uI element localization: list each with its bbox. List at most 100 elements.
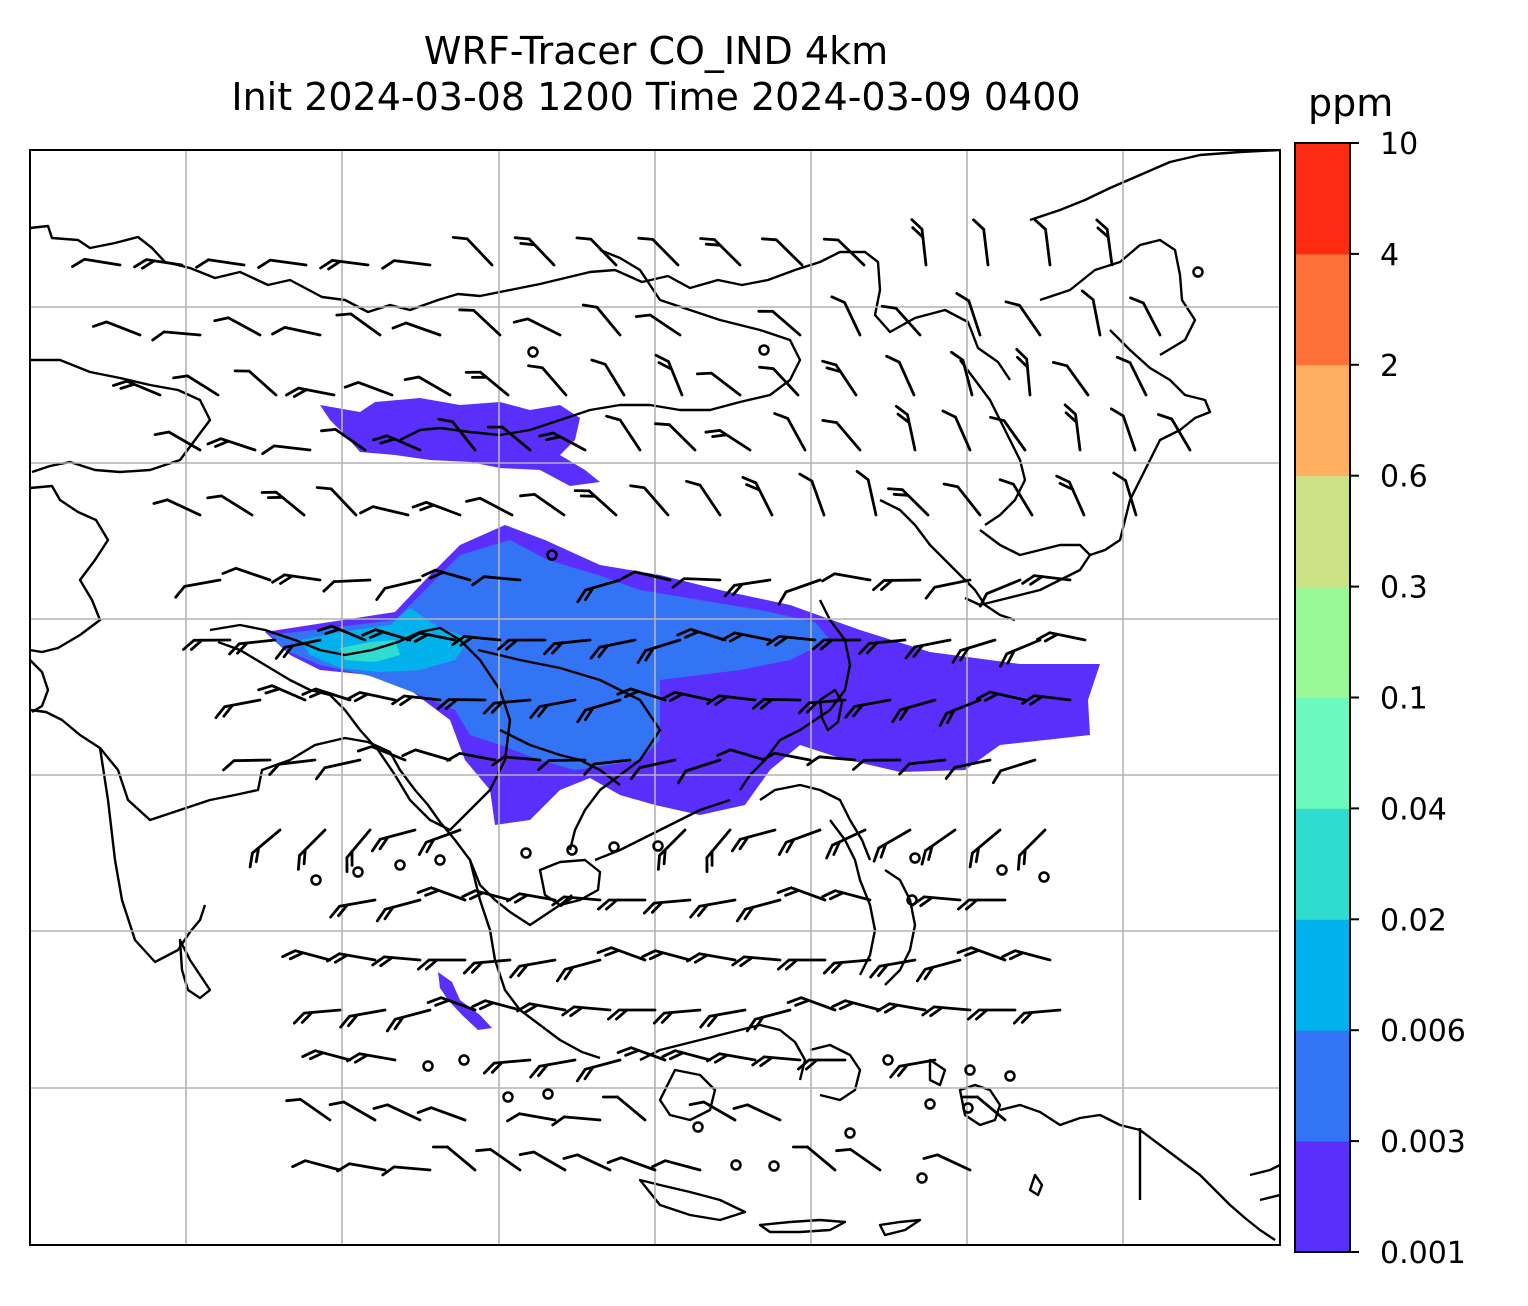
wind-barb xyxy=(915,958,962,983)
wind-barb xyxy=(497,638,547,651)
wind-barb xyxy=(257,258,308,269)
colorbar-segment xyxy=(1295,697,1350,809)
wind-barb xyxy=(372,1103,422,1122)
wind-barbs xyxy=(71,218,1192,1177)
calm-wind-circle xyxy=(768,1160,780,1172)
wind-barb xyxy=(921,1005,972,1018)
wind-barb xyxy=(1033,218,1052,267)
wind-barb xyxy=(777,958,827,971)
wind-barb xyxy=(581,303,622,337)
calm-wind-circle xyxy=(608,841,620,853)
colorbar-segment xyxy=(1295,475,1350,588)
wind-barb xyxy=(792,1145,837,1172)
calm-wind-circle xyxy=(906,894,918,906)
wind-barb xyxy=(233,369,278,397)
wind-barb xyxy=(821,359,858,397)
wind-barb xyxy=(561,1005,612,1018)
wind-barb xyxy=(951,638,997,664)
wind-barb xyxy=(182,638,232,651)
co-plume xyxy=(265,398,1100,1030)
wind-barb xyxy=(1063,403,1082,452)
wind-barb xyxy=(573,489,618,517)
wind-barb xyxy=(991,758,1037,785)
wind-barb xyxy=(596,946,647,962)
calm-wind-circle xyxy=(996,864,1008,876)
colorbar-segment xyxy=(1295,919,1350,1031)
wind-barb xyxy=(757,309,802,337)
wind-barb xyxy=(699,1008,747,1029)
wind-barb xyxy=(941,409,972,452)
wind-barb xyxy=(686,952,737,964)
calm-wind-circle xyxy=(652,840,664,852)
wind-barb xyxy=(213,316,262,337)
wind-barb xyxy=(292,1008,342,1025)
wind-barb xyxy=(391,321,442,337)
wind-barb xyxy=(706,694,757,706)
wind-barb xyxy=(464,370,510,397)
map-title-line2: Init 2024-03-08 1200 Time 2024-03-09 040… xyxy=(231,75,1081,119)
colorbar-segment xyxy=(1295,143,1350,255)
plume-faint-south xyxy=(438,972,492,1030)
wind-barb xyxy=(346,691,397,703)
wind-barb xyxy=(291,1159,342,1172)
wind-barb xyxy=(576,578,622,604)
wind-barb xyxy=(71,257,122,268)
wind-barb xyxy=(451,236,494,267)
wind-barb xyxy=(590,358,626,397)
wind-barb xyxy=(637,236,680,267)
calm-wind-circle xyxy=(352,866,364,878)
wind-barb xyxy=(766,635,817,647)
wind-barb xyxy=(274,638,322,660)
wind-barb xyxy=(285,386,336,398)
wind-barb xyxy=(634,313,682,337)
wind-barb xyxy=(375,578,422,601)
wind-barb xyxy=(562,1153,612,1172)
wind-barb xyxy=(335,312,382,337)
wind-barb xyxy=(486,425,532,452)
wind-barb xyxy=(731,955,782,968)
colorbar-segment xyxy=(1295,586,1350,698)
coastlines xyxy=(30,150,1280,1241)
wind-barb xyxy=(153,430,202,452)
wind-barb xyxy=(924,578,972,600)
wind-barb xyxy=(605,414,642,452)
wind-barb xyxy=(821,419,862,452)
wind-barb xyxy=(887,487,930,517)
wind-barb xyxy=(968,828,1002,869)
wind-barb xyxy=(852,758,902,771)
wind-barb xyxy=(172,374,220,397)
wind-barb xyxy=(475,1148,522,1172)
wind-barb xyxy=(876,1002,927,1014)
wind-barb xyxy=(133,258,184,270)
wind-barb xyxy=(482,1058,532,1075)
wind-barb xyxy=(451,635,502,647)
calm-wind-circle xyxy=(566,844,578,856)
wind-barb xyxy=(417,828,462,856)
wind-barb xyxy=(328,1100,377,1122)
calm-wind-circle xyxy=(1038,871,1050,883)
calm-wind-circle xyxy=(527,346,539,358)
colorbar-ticks: 0.001 0.003 0.006 0.02 0.04 0.1 0.3 0.6 2 4 10 xyxy=(1350,127,1466,1271)
wind-barb xyxy=(641,949,692,962)
wind-barb xyxy=(706,1052,757,1064)
calm-wind-circle xyxy=(882,1054,894,1066)
wind-barb xyxy=(537,758,587,772)
wind-barb xyxy=(416,1106,467,1122)
wind-barb xyxy=(322,578,372,593)
wind-barb xyxy=(676,628,727,642)
wind-barb xyxy=(151,330,202,342)
wind-barb xyxy=(957,898,1007,911)
colorbar-tick-label: 0.1 xyxy=(1380,682,1428,717)
wind-barb xyxy=(1012,1008,1062,1025)
wind-barb xyxy=(381,1165,432,1177)
wind-barb xyxy=(629,484,670,517)
wind-barb xyxy=(677,758,722,785)
calm-wind-circle xyxy=(310,874,322,886)
wind-barb xyxy=(621,570,672,582)
wind-barb xyxy=(689,898,737,919)
wind-barb xyxy=(518,1150,567,1172)
wind-barb xyxy=(956,946,1007,962)
wind-barb xyxy=(261,444,312,456)
wind-barb xyxy=(315,486,358,517)
wind-barb xyxy=(206,494,254,517)
